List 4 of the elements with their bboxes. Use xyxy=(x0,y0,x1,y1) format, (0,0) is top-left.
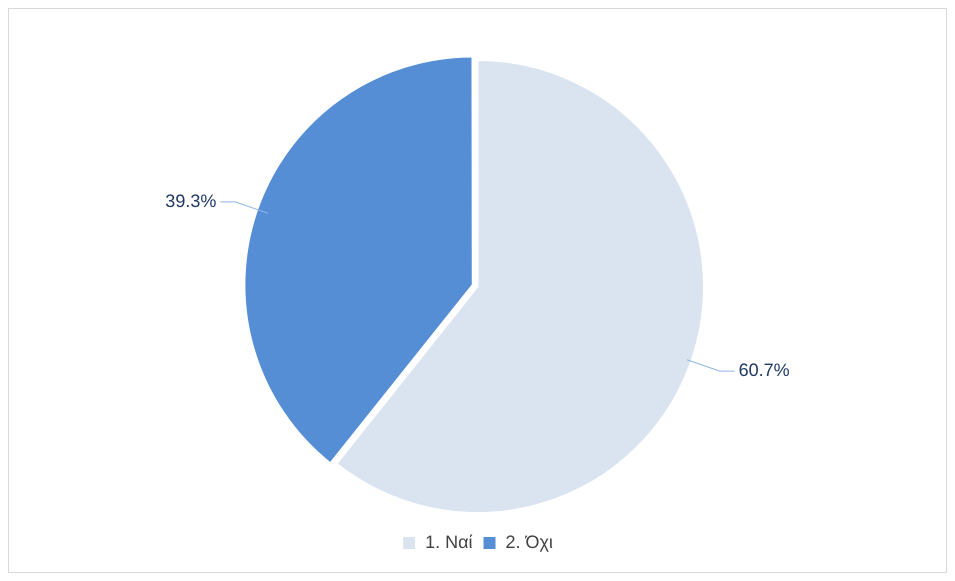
data-label: 60.7% xyxy=(738,360,790,380)
legend-label: 1. Ναί xyxy=(425,532,473,552)
legend-label: 2. Όχι xyxy=(506,532,553,552)
data-label: 39.3% xyxy=(165,190,216,211)
